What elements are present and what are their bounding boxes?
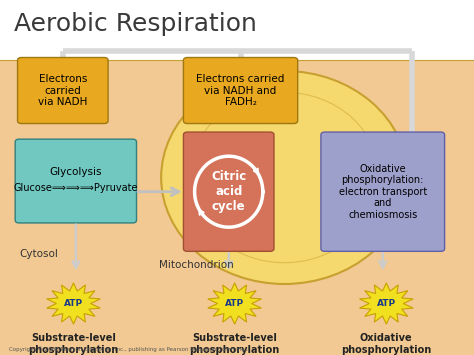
Text: Oxidative
phosphorylation:
electron transport
and
chemiosmosis: Oxidative phosphorylation: electron tran… bbox=[338, 164, 427, 220]
Text: Glycolysis: Glycolysis bbox=[50, 167, 102, 177]
Ellipse shape bbox=[161, 71, 408, 284]
FancyBboxPatch shape bbox=[15, 139, 137, 223]
Text: Cytosol: Cytosol bbox=[19, 249, 58, 260]
Text: Aerobic Respiration: Aerobic Respiration bbox=[14, 12, 257, 37]
Polygon shape bbox=[208, 283, 262, 324]
Text: Electrons
carried
via NADH: Electrons carried via NADH bbox=[38, 74, 88, 107]
FancyBboxPatch shape bbox=[18, 58, 108, 124]
FancyBboxPatch shape bbox=[0, 60, 474, 355]
Text: Electrons carried
via NADH and
FADH₂: Electrons carried via NADH and FADH₂ bbox=[196, 74, 285, 107]
FancyBboxPatch shape bbox=[321, 132, 445, 251]
FancyBboxPatch shape bbox=[183, 58, 298, 124]
Ellipse shape bbox=[190, 92, 379, 263]
FancyBboxPatch shape bbox=[0, 0, 474, 64]
Text: ATP: ATP bbox=[377, 299, 396, 308]
Text: Copyright © 2008 Pearson Education, Inc., publishing as Pearson Benjamin Cumming: Copyright © 2008 Pearson Education, Inc.… bbox=[9, 347, 248, 353]
FancyBboxPatch shape bbox=[183, 132, 274, 251]
Polygon shape bbox=[359, 283, 413, 324]
Text: Substrate-level
phosphorylation: Substrate-level phosphorylation bbox=[28, 333, 118, 355]
Text: Substrate-level
phosphorylation: Substrate-level phosphorylation bbox=[190, 333, 280, 355]
Text: Glucose⟹⟹⟹Pyruvate: Glucose⟹⟹⟹Pyruvate bbox=[14, 183, 138, 193]
Text: Citric
acid
cycle: Citric acid cycle bbox=[211, 170, 246, 213]
Text: Oxidative
phosphorylation: Oxidative phosphorylation bbox=[341, 333, 431, 355]
Text: Mitochondrion: Mitochondrion bbox=[159, 260, 234, 270]
Polygon shape bbox=[46, 283, 100, 324]
Text: ATP: ATP bbox=[64, 299, 83, 308]
Text: ATP: ATP bbox=[225, 299, 244, 308]
